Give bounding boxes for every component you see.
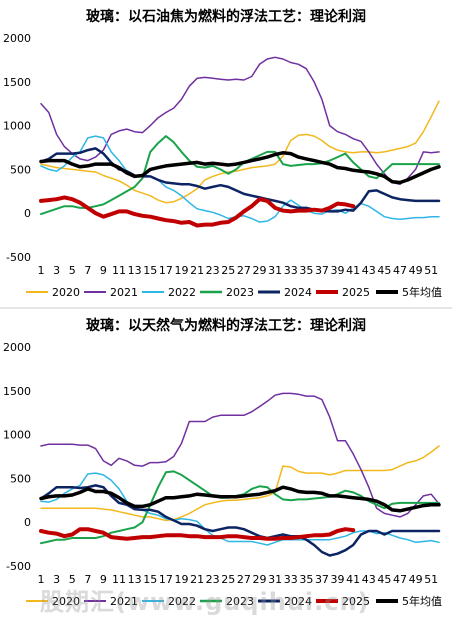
series-line-2021 (40, 392, 440, 518)
x-tick-label: 43 (362, 264, 376, 277)
panel-divider (0, 307, 452, 309)
x-tick-label: 7 (84, 264, 91, 277)
y-tick-label: 0 (24, 207, 31, 220)
series-line-5年均值 (39, 485, 441, 513)
x-tick-label: 25 (221, 264, 235, 277)
x-tick-label: 39 (331, 264, 345, 277)
x-tick-label: 5 (69, 264, 76, 277)
x-tick-label: 17 (159, 264, 173, 277)
x-tick-label: 29 (253, 264, 267, 277)
x-tick-label: 27 (237, 264, 251, 277)
x-tick-label: 45 (377, 264, 391, 277)
x-tick-label: 9 (100, 264, 107, 277)
y-tick-label: 2000 (3, 341, 31, 354)
x-tick-label: 27 (237, 573, 251, 586)
x-tick-label: 23 (206, 573, 220, 586)
legend-label: 2021 (110, 595, 138, 608)
legend-label: 2021 (110, 286, 138, 299)
chart-title: 玻璃：以天然气为燃料的浮法工艺：理论利润 (86, 318, 366, 334)
legend-label: 2020 (52, 595, 80, 608)
y-tick-label: 2000 (3, 32, 31, 45)
series-line-2022 (40, 472, 440, 546)
x-tick-label: 49 (409, 573, 423, 586)
legend-label: 2025 (342, 286, 370, 299)
series-line-2024 (39, 147, 441, 213)
x-tick-label: 3 (53, 573, 60, 586)
x-tick-label: 41 (346, 573, 360, 586)
x-tick-label: 31 (268, 573, 282, 586)
x-tick-label: 15 (143, 264, 157, 277)
x-tick-label: 47 (393, 264, 407, 277)
x-tick-label: 19 (174, 264, 188, 277)
series-line-2020 (40, 445, 440, 522)
x-tick-label: 25 (221, 573, 235, 586)
legend-label: 2024 (284, 286, 312, 299)
x-tick-label: 41 (346, 264, 360, 277)
x-tick-label: 11 (112, 264, 126, 277)
x-tick-label: 3 (53, 264, 60, 277)
series-line-2025 (39, 527, 356, 541)
series-line-2020 (40, 100, 440, 204)
y-tick-label: 0 (24, 516, 31, 529)
legend-label: 5年均值 (402, 594, 442, 608)
legend-label: 5年均值 (402, 285, 442, 299)
legend-label: 2023 (226, 595, 254, 608)
x-tick-label: 19 (174, 573, 188, 586)
x-tick-label: 1 (38, 573, 45, 586)
legend-label: 2022 (168, 595, 196, 608)
y-tick-label: 1000 (3, 120, 31, 133)
series-line-2023 (40, 135, 440, 216)
x-tick-label: 47 (393, 573, 407, 586)
y-tick-label: 1500 (3, 76, 31, 89)
x-tick-label: 11 (112, 573, 126, 586)
y-tick-label: -500 (6, 251, 31, 264)
legend-label: 2023 (226, 286, 254, 299)
x-tick-label: 35 (299, 264, 313, 277)
x-tick-label: 43 (362, 573, 376, 586)
x-tick-label: 33 (284, 573, 298, 586)
x-tick-label: 37 (315, 573, 329, 586)
x-tick-label: 15 (143, 573, 157, 586)
x-tick-label: 13 (128, 264, 142, 277)
y-tick-label: 500 (10, 163, 31, 176)
series-line-5年均值 (39, 151, 441, 185)
x-tick-label: 21 (190, 264, 204, 277)
x-tick-label: 21 (190, 573, 204, 586)
chart-panel-natural-gas: 玻璃：以天然气为燃料的浮法工艺：理论利润 -500 0 500 1000 1500 200… (0, 309, 452, 617)
y-tick-label: 1500 (3, 385, 31, 398)
x-tick-label: 39 (331, 573, 345, 586)
legend-label: 2025 (342, 595, 370, 608)
x-tick-label: 5 (69, 573, 76, 586)
y-tick-label: 1000 (3, 429, 31, 442)
series-line-2021 (40, 56, 440, 186)
x-tick-label: 29 (253, 573, 267, 586)
series-line-2025 (39, 195, 356, 228)
x-tick-label: 13 (128, 573, 142, 586)
x-tick-label: 7 (84, 573, 91, 586)
x-tick-label: 9 (100, 573, 107, 586)
series-line-2022 (40, 135, 440, 223)
y-tick-label: 500 (10, 472, 31, 485)
chart-panel-petcoke: 玻璃：以石油焦为燃料的浮法工艺：理论利润 -500 0 500 1000 1500 200… (0, 0, 452, 308)
x-tick-label: 37 (315, 264, 329, 277)
x-tick-label: 23 (206, 264, 220, 277)
x-tick-label: 51 (424, 573, 438, 586)
x-tick-label: 35 (299, 573, 313, 586)
chart-title: 玻璃：以石油焦为燃料的浮法工艺：理论利润 (86, 9, 366, 25)
y-tick-label: -500 (6, 560, 31, 573)
watermark: 股期汇(www.guqihui.cn) (40, 588, 370, 616)
x-tick-label: 1 (38, 264, 45, 277)
x-tick-label: 51 (424, 264, 438, 277)
x-tick-label: 33 (284, 264, 298, 277)
legend-label: 2022 (168, 286, 196, 299)
x-tick-label: 17 (159, 573, 173, 586)
legend-label: 2024 (284, 595, 312, 608)
x-tick-label: 49 (409, 264, 423, 277)
x-tick-label: 31 (268, 264, 282, 277)
legend-label: 2020 (52, 286, 80, 299)
x-tick-label: 45 (377, 573, 391, 586)
